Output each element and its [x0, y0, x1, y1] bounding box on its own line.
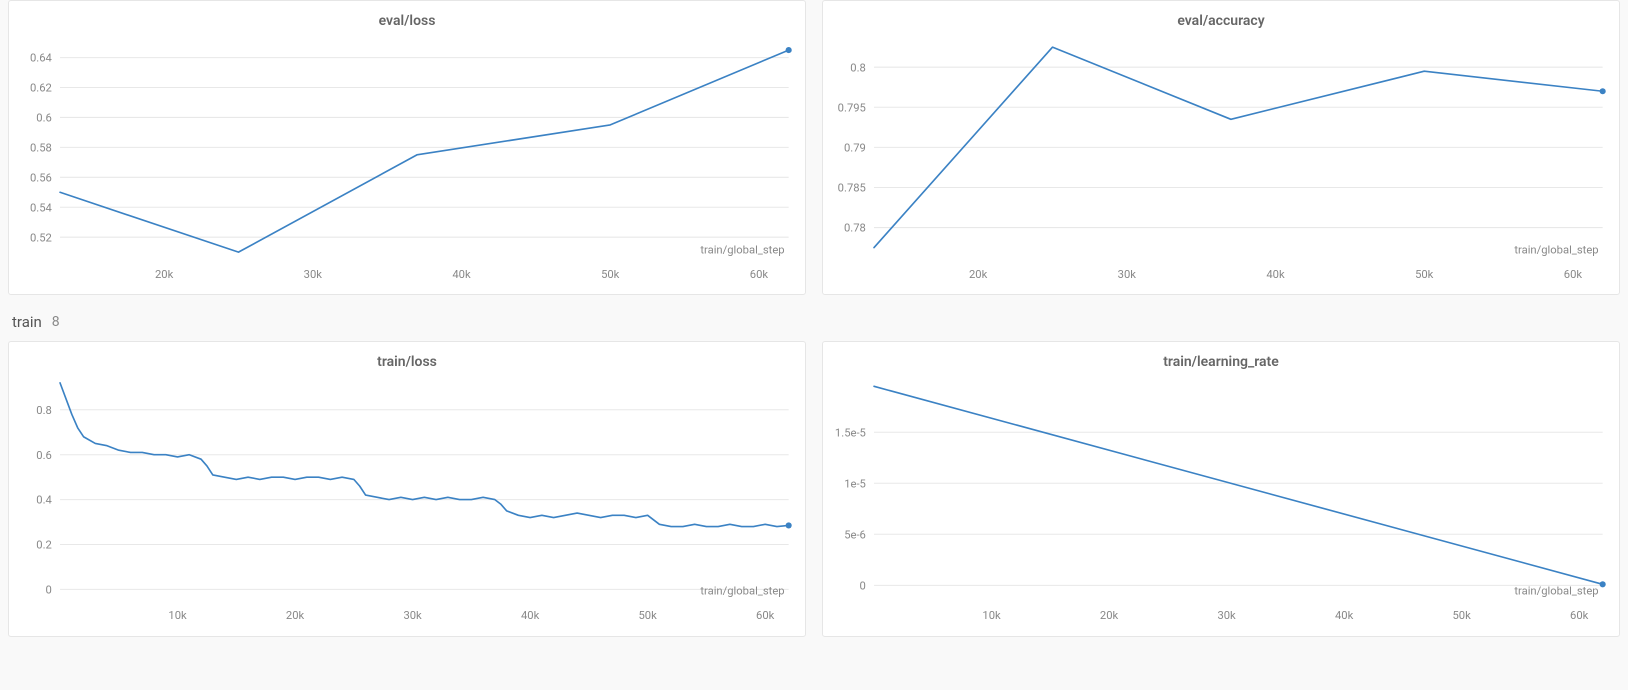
svg-text:train/global_step: train/global_step — [1514, 244, 1598, 257]
svg-text:10k: 10k — [982, 609, 1001, 622]
svg-text:0.6: 0.6 — [36, 449, 52, 462]
svg-text:50k: 50k — [1415, 268, 1434, 281]
svg-text:1.5e-5: 1.5e-5 — [835, 427, 866, 440]
svg-text:60k: 60k — [1570, 609, 1589, 622]
svg-text:40k: 40k — [452, 268, 471, 281]
chart-title: eval/loss — [9, 1, 805, 29]
chart-eval-loss[interactable]: 0.52 0.54 0.56 0.58 0.6 0.62 0.64 20k 30k 40k 50k 6… — [9, 29, 805, 294]
section-header-train[interactable]: train 8 — [8, 295, 1620, 341]
svg-text:30k: 30k — [304, 268, 323, 281]
dashboard-page: eval/loss 0.52 0.54 0.56 0.58 0.6 0.62 0.64 20k… — [0, 0, 1628, 645]
svg-text:0.58: 0.58 — [30, 141, 52, 154]
chart-train-loss[interactable]: 0 0.2 0.4 0.6 0.8 10k 20k 30k 40k 50k 60k train/glo… — [9, 370, 805, 635]
svg-text:5e-6: 5e-6 — [844, 529, 866, 542]
svg-text:30k: 30k — [1217, 609, 1236, 622]
svg-text:0.785: 0.785 — [838, 182, 866, 195]
row-train: train/loss 0 0.2 0.4 0.6 0.8 10k 20k 30k 40k 50k 6… — [8, 341, 1620, 636]
svg-text:20k: 20k — [286, 609, 305, 622]
panel-eval-loss: eval/loss 0.52 0.54 0.56 0.58 0.6 0.62 0.64 20k… — [8, 0, 806, 295]
svg-text:30k: 30k — [403, 609, 422, 622]
svg-text:40k: 40k — [521, 609, 540, 622]
svg-text:0.54: 0.54 — [30, 201, 53, 214]
svg-text:1e-5: 1e-5 — [844, 478, 866, 491]
svg-text:20k: 20k — [1100, 609, 1119, 622]
svg-text:40k: 40k — [1266, 268, 1285, 281]
svg-text:20k: 20k — [969, 268, 988, 281]
chart-train-lr[interactable]: 0 5e-6 1e-5 1.5e-5 10k 20k 30k 40k 50k 60k train/g… — [823, 370, 1619, 635]
section-name: train — [12, 313, 42, 331]
svg-text:30k: 30k — [1118, 268, 1137, 281]
svg-text:0.78: 0.78 — [844, 222, 866, 235]
svg-text:50k: 50k — [638, 609, 657, 622]
svg-text:0.62: 0.62 — [30, 82, 52, 95]
svg-text:0.79: 0.79 — [844, 141, 866, 154]
chart-title: train/loss — [9, 342, 805, 370]
svg-text:0.52: 0.52 — [30, 231, 52, 244]
svg-text:0.8: 0.8 — [850, 61, 866, 74]
svg-text:50k: 50k — [601, 268, 620, 281]
svg-text:20k: 20k — [155, 268, 174, 281]
svg-text:0: 0 — [860, 580, 866, 593]
svg-text:0: 0 — [46, 584, 52, 597]
svg-text:40k: 40k — [1335, 609, 1354, 622]
svg-text:50k: 50k — [1452, 609, 1471, 622]
row-eval: eval/loss 0.52 0.54 0.56 0.58 0.6 0.62 0.64 20k… — [8, 0, 1620, 295]
svg-text:train/global_step: train/global_step — [700, 244, 784, 257]
section-count: 8 — [52, 314, 60, 330]
chart-title: eval/accuracy — [823, 1, 1619, 29]
svg-text:0.56: 0.56 — [30, 171, 52, 184]
svg-text:60k: 60k — [756, 609, 775, 622]
chart-eval-accuracy[interactable]: 0.78 0.785 0.79 0.795 0.8 20k 30k 40k 50k 60k trai… — [823, 29, 1619, 294]
svg-text:60k: 60k — [750, 268, 769, 281]
panel-train-loss: train/loss 0 0.2 0.4 0.6 0.8 10k 20k 30k 40k 50k 6… — [8, 341, 806, 636]
svg-text:10k: 10k — [168, 609, 187, 622]
svg-text:train/global_step: train/global_step — [1514, 585, 1598, 598]
svg-text:train/global_step: train/global_step — [700, 585, 784, 598]
svg-text:0.8: 0.8 — [36, 404, 52, 417]
panel-eval-accuracy: eval/accuracy 0.78 0.785 0.79 0.795 0.8 20k 30… — [822, 0, 1620, 295]
panel-train-lr: train/learning_rate 0 5e-6 1e-5 1.5e-5 10k 20… — [822, 341, 1620, 636]
svg-text:0.6: 0.6 — [36, 112, 52, 125]
chart-title: train/learning_rate — [823, 342, 1619, 370]
svg-text:60k: 60k — [1564, 268, 1583, 281]
svg-text:0.795: 0.795 — [838, 101, 866, 114]
svg-text:0.64: 0.64 — [30, 52, 53, 65]
svg-text:0.2: 0.2 — [36, 539, 52, 552]
svg-text:0.4: 0.4 — [36, 494, 52, 507]
